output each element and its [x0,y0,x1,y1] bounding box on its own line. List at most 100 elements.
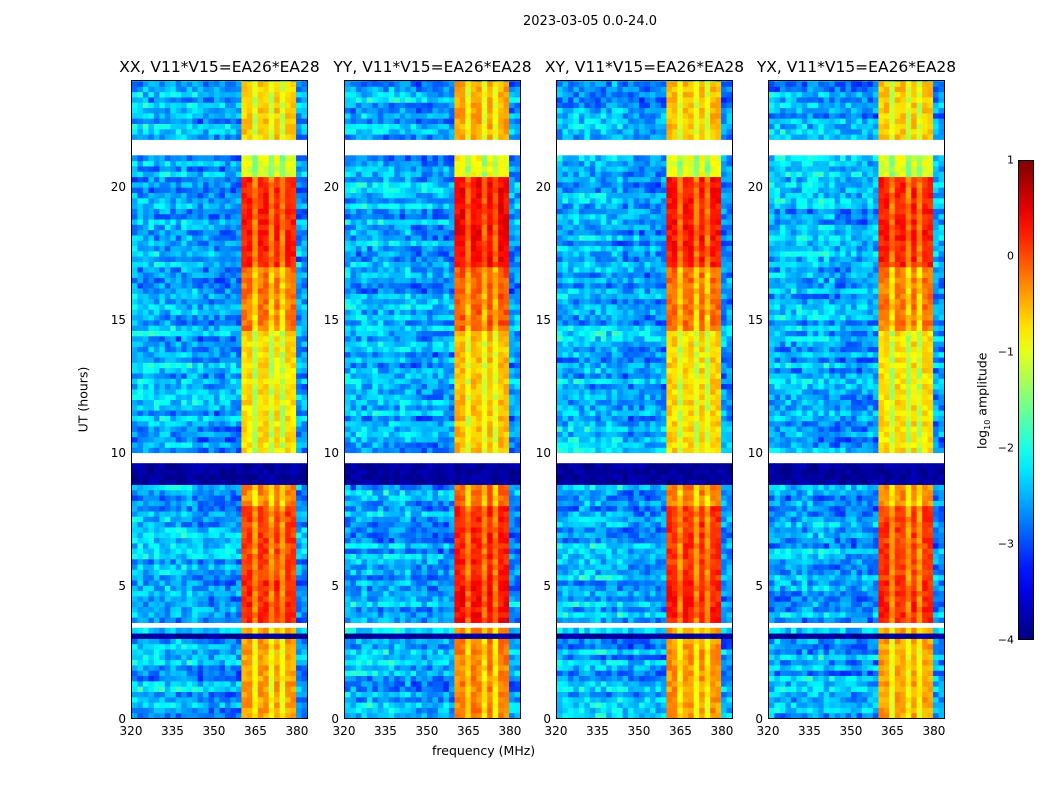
heatmap-cell [132,436,138,443]
heatmap-cell [405,590,412,597]
heatmap-cell [235,404,242,411]
heatmap-cell [214,240,220,247]
heatmap-cell [377,579,384,586]
heatmap-cell [437,564,444,570]
heatmap-cell [197,702,204,708]
heatmap-cell [132,96,138,103]
heatmap-cell [148,128,155,135]
heatmap-cell [142,702,149,708]
heatmap-cell [514,601,520,608]
heatmap-cell [296,426,303,432]
heatmap-cell [427,601,433,608]
heatmap-cell [159,441,166,448]
heatmap-cell [181,288,188,294]
heatmap-cell [203,314,210,321]
heatmap-cell [377,648,384,655]
heatmap-cell [175,643,182,650]
heatmap-cell [241,219,248,225]
heatmap-cell [153,564,160,570]
heatmap-cell [186,245,193,252]
heatmap-cell [443,601,450,608]
heatmap-cell [219,495,226,501]
heatmap-cell [203,362,210,369]
heatmap-cell [383,659,390,666]
heatmap-cell [301,696,307,703]
heatmap-cell [159,611,166,618]
heatmap-cell [498,579,505,586]
heatmap-cell [263,516,270,523]
heatmap-cell [137,532,144,539]
heatmap-cell [159,654,166,661]
heatmap-cell [481,611,488,618]
heatmap-cell [181,107,188,114]
heatmap-cell [498,696,505,703]
heatmap-cell [252,112,259,119]
heatmap-cell [279,91,286,98]
heatmap-cell [257,293,264,300]
heatmap-cell [301,256,307,262]
heatmap-cell [481,558,488,565]
heatmap-cell [252,479,259,485]
heatmap-cell [503,664,510,671]
heatmap-cell [148,266,155,273]
heatmap-cell [290,574,297,581]
heatmap-cell [503,548,510,554]
heatmap-cell [175,357,182,363]
heatmap-cell [263,240,270,247]
heatmap-cell [448,537,455,544]
heatmap-cell [301,134,307,140]
heatmap-cell [470,585,477,592]
heatmap-cell [459,654,466,661]
heatmap-cell [268,335,275,342]
heatmap-cell [181,335,188,342]
heatmap-cell [219,245,226,252]
heatmap-cell [235,638,242,645]
heatmap-cell [170,197,177,204]
heatmap-cell [432,691,439,698]
heatmap-cell [142,585,149,592]
heatmap-cell [285,484,292,491]
heatmap-cell [203,134,210,140]
heatmap-cell [132,606,138,613]
heatmap-cell [290,256,297,262]
heatmap-cell [274,542,281,549]
heatmap-cell [388,611,395,618]
heatmap-cell [235,208,242,215]
heatmap-cell [197,553,204,560]
heatmap-cell [170,542,177,549]
heatmap-cell [301,420,307,427]
heatmap-cell [186,606,193,613]
heatmap-cell [487,505,494,512]
heatmap-cell [137,680,144,687]
heatmap-cell [197,686,204,692]
heatmap-cell [361,510,368,517]
heatmap-cell [197,118,204,124]
heatmap-cell [164,627,171,634]
heatmap-cell [394,712,401,718]
heatmap-cell [181,171,188,178]
heatmap-cell [208,548,215,554]
heatmap-cell [268,585,275,592]
heatmap-cell [219,664,226,671]
heatmap-cell [148,155,155,162]
heatmap-cell [498,564,505,570]
heatmap-cell [459,696,466,703]
heatmap-cell [148,134,155,140]
heatmap-cell [509,611,516,618]
heatmap-cell [421,558,428,565]
heatmap-cell [410,606,417,613]
heatmap-cell [142,686,149,692]
heatmap-cell [263,187,270,193]
heatmap-cell [246,123,253,130]
heatmap-cell [224,293,231,300]
heatmap-cell [383,654,390,661]
heatmap-cell [443,537,450,544]
heatmap-cell [148,691,155,698]
heatmap-cell [399,564,406,570]
heatmap-cell [296,410,303,416]
heatmap-cell [257,118,264,124]
heatmap-cell [186,479,193,485]
heatmap-cell [186,303,193,310]
heatmap-cell [148,537,155,544]
heatmap-cell [246,367,253,374]
